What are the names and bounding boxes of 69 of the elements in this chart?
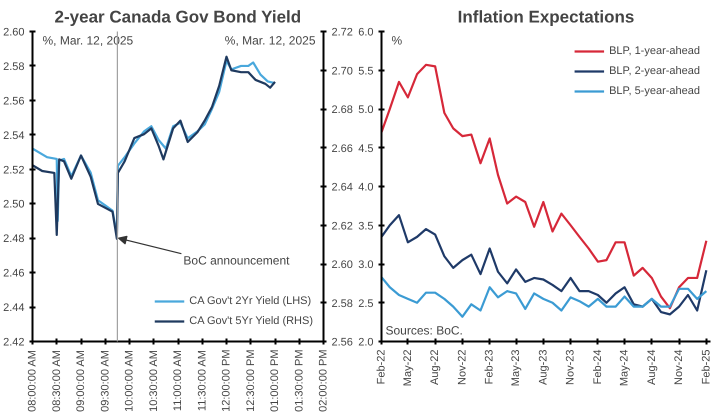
y-tick-label: 2.42 (3, 336, 25, 348)
x-tick-label: 01:30:00 PM (293, 350, 306, 412)
legend-label: CA Gov't 2Yr Yield (LHS) (189, 294, 312, 308)
y-axis-title: % (392, 34, 402, 48)
y-tick-label: 2.54 (3, 130, 25, 142)
x-tick-label: Nov-22 (456, 349, 468, 385)
y-tick-label: 4.0 (358, 182, 374, 194)
y-tick-label: 5.0 (358, 104, 374, 116)
line-series (382, 214, 708, 316)
y-axis-title: %, Mar. 12, 2025 (42, 34, 134, 48)
y-tick-label: 2.44 (3, 302, 25, 314)
line-series (382, 64, 708, 310)
x-tick-label: Nov-24 (673, 349, 686, 385)
annotation: BoC announcement (183, 254, 290, 268)
legend-label: BLP, 1-year-ahead (609, 44, 700, 58)
y-tick-label: 4.5 (358, 142, 374, 155)
x-tick-label: 09:00:00 AM (75, 350, 87, 412)
x-tick-label: 02:00:00 PM (318, 350, 330, 412)
y-tick-label: 2.58 (3, 60, 25, 73)
x-tick-label: Feb-23 (484, 349, 496, 384)
x-tick-label: 01:00:00 PM (269, 350, 281, 412)
legend-label: BLP, 2-year-ahead (609, 64, 700, 78)
y-tick-label: 2.46 (3, 268, 25, 280)
x-tick-label: Aug-22 (429, 349, 442, 385)
y2-tick-label: 2.72 (332, 26, 353, 38)
legend-label: CA Gov't 5Yr Yield (RHS) (189, 314, 313, 328)
x-tick-label: Nov-23 (564, 349, 577, 385)
x-tick-label: Feb-25 (700, 349, 712, 384)
x-tick-label: 12:00:00 PM (220, 350, 232, 412)
y-tick-label: 2.5 (358, 298, 374, 310)
y-tick-label: 2.60 (3, 26, 25, 38)
y2-tick-label: 2.68 (332, 104, 353, 116)
x-tick-label: May-23 (510, 349, 522, 386)
y2-axis-title: %, Mar. 12, 2025 (224, 34, 316, 48)
x-tick-label: 11:30:00 AM (196, 350, 208, 412)
x-tick-label: 11:00:00 AM (172, 350, 184, 412)
y-tick-label: 5.5 (358, 65, 374, 78)
x-tick-label: 08:30:00 AM (50, 350, 63, 412)
x-tick-label: May-24 (618, 349, 631, 386)
chart-title: 2-year Canada Gov Bond Yield (54, 8, 302, 26)
chart-title: Inflation Expectations (458, 8, 634, 26)
x-tick-label: 08:00:00 AM (26, 350, 38, 412)
y-tick-label: 3.5 (358, 220, 374, 232)
x-tick-label: Aug-23 (537, 349, 550, 385)
x-tick-label: Aug-24 (646, 349, 658, 385)
y-tick-label: 6.0 (358, 26, 374, 38)
y2-tick-label: 2.66 (332, 142, 353, 155)
y2-tick-label: 2.56 (332, 336, 353, 348)
y2-tick-label: 2.70 (332, 65, 353, 78)
y2-tick-label: 2.60 (332, 259, 353, 271)
y-tick-label: 2.0 (358, 336, 374, 348)
y2-tick-label: 2.62 (332, 220, 353, 232)
line-series (382, 276, 708, 318)
y2-tick-label: 2.64 (332, 182, 353, 194)
y-tick-label: 2.48 (3, 233, 25, 246)
x-tick-label: 10:30:00 AM (148, 350, 160, 412)
x-tick-label: 12:30:00 PM (244, 350, 257, 412)
x-tick-label: 09:30:00 AM (99, 350, 112, 412)
x-tick-label: Feb-22 (376, 349, 388, 384)
y-tick-label: 2.56 (3, 95, 25, 108)
legend-label: BLP, 5-year-ahead (609, 84, 700, 98)
x-tick-label: 10:00:00 AM (124, 350, 136, 412)
y-tick-label: 2.52 (3, 164, 25, 176)
y-tick-label: 2.50 (3, 198, 25, 211)
x-tick-label: May-22 (402, 349, 414, 386)
y-tick-label: 3.0 (358, 259, 374, 271)
x-tick-label: Feb-24 (592, 349, 604, 384)
annotation: Sources: BoC. (386, 324, 463, 338)
y2-tick-label: 2.58 (332, 298, 353, 310)
